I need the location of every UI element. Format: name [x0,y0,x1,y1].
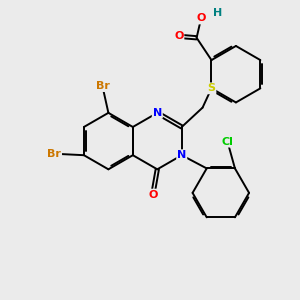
Text: O: O [148,190,158,200]
Text: Br: Br [47,149,61,159]
Text: O: O [196,14,206,23]
Text: N: N [153,108,162,118]
Text: H: H [213,8,222,17]
Text: Br: Br [95,81,110,91]
Text: N: N [177,150,186,160]
Text: Cl: Cl [222,137,233,147]
Text: O: O [174,31,184,41]
Text: S: S [208,83,215,93]
